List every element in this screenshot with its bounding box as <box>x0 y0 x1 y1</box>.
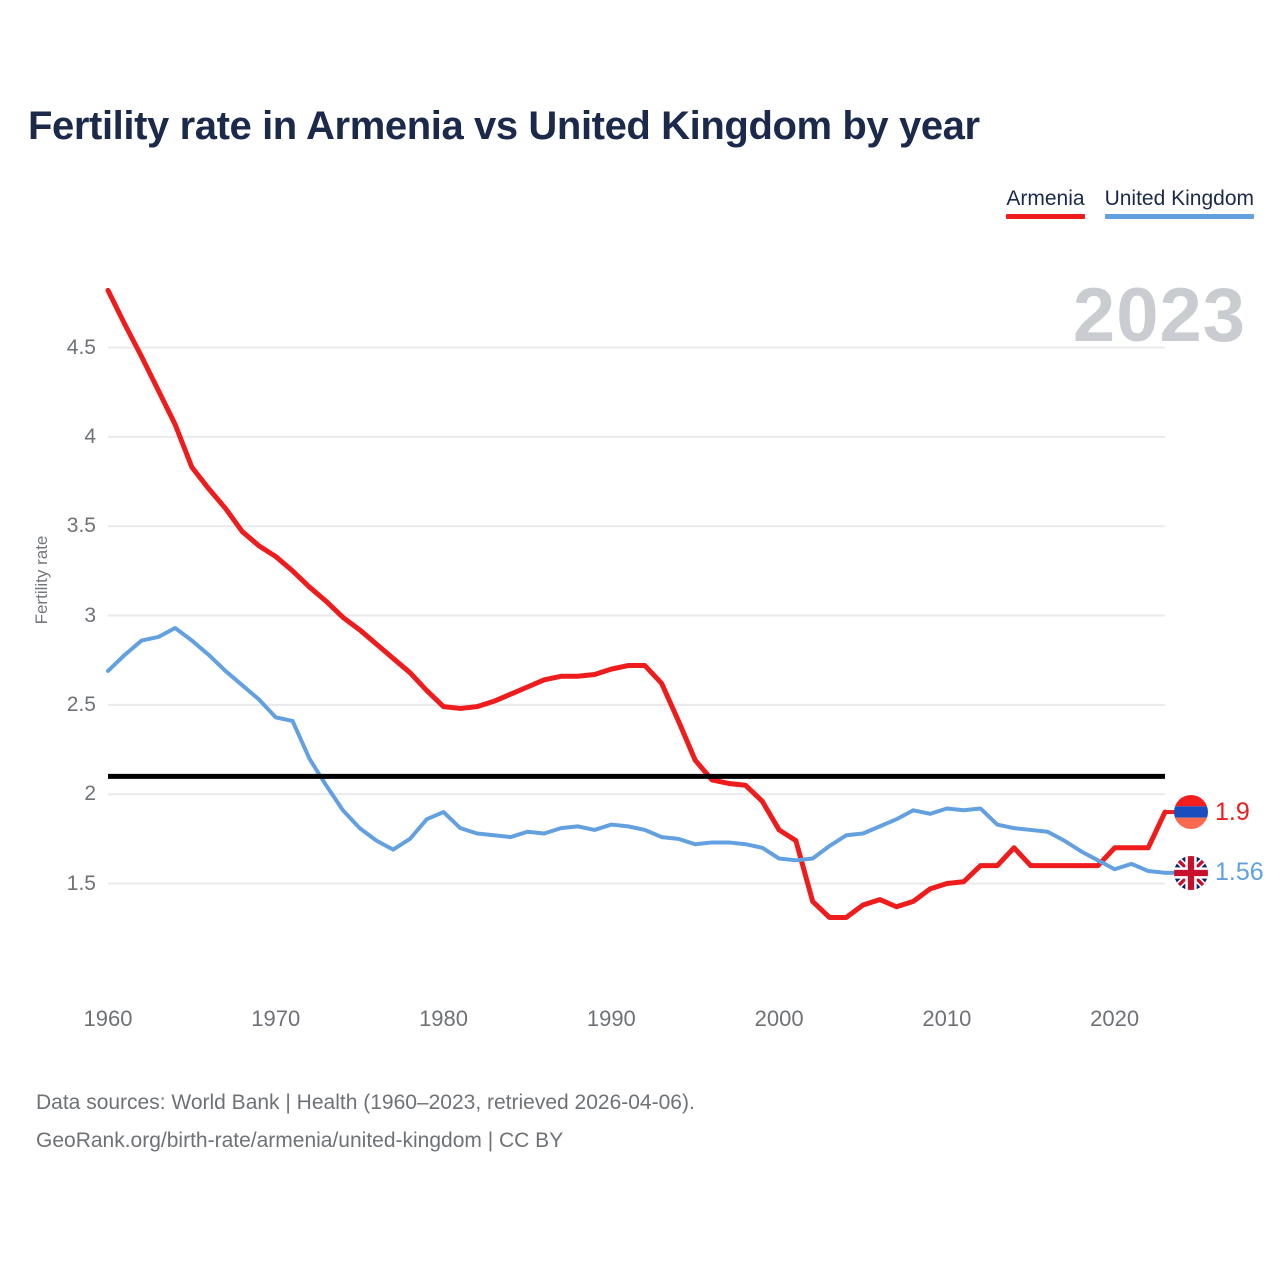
x-tick-label: 2010 <box>922 1006 972 1031</box>
legend-swatch-united-kingdom <box>1104 214 1254 219</box>
end-value-united-kingdom: 1.56 <box>1215 858 1264 887</box>
x-tick-label: 1990 <box>586 1006 636 1031</box>
end-label-united-kingdom[interactable]: 1.56 <box>1174 855 1264 890</box>
x-tick-label: 1960 <box>83 1006 133 1031</box>
y-tick-label: 4 <box>84 424 96 448</box>
end-label-armenia[interactable]: 1.9 <box>1174 795 1250 830</box>
y-tick-label: 2 <box>84 782 96 806</box>
year-watermark: 2023 <box>1072 273 1246 358</box>
x-tick-label: 1970 <box>251 1006 301 1031</box>
united-kingdom-flag-icon <box>1174 855 1208 890</box>
series-line-armenia <box>105 287 1168 920</box>
legend-label-armenia: Armenia <box>1006 187 1085 210</box>
legend-item-armenia[interactable]: Armenia <box>1006 186 1085 219</box>
x-tick-label: 2000 <box>754 1006 804 1031</box>
gridlines <box>108 346 1165 885</box>
page-title: Fertility rate in Armenia vs United King… <box>28 104 980 148</box>
x-tick-label: 1980 <box>419 1006 469 1031</box>
chart-legend: Armenia United Kingdom <box>1006 186 1254 219</box>
series-line-united-kingdom <box>106 626 1167 875</box>
footer-line-attribution: GeoRank.org/birth-rate/armenia/united-ki… <box>36 1129 564 1152</box>
end-label-connectors <box>1165 810 1175 875</box>
legend-swatch-armenia <box>1006 214 1085 219</box>
y-tick-label: 3 <box>84 603 96 627</box>
legend-label-united-kingdom: United Kingdom <box>1104 187 1254 210</box>
armenia-flag-icon <box>1174 795 1208 830</box>
x-tick-label: 2020 <box>1090 1006 1140 1031</box>
legend-item-united-kingdom[interactable]: United Kingdom <box>1104 186 1254 219</box>
end-value-armenia: 1.9 <box>1215 797 1250 826</box>
series-lines <box>105 287 1168 920</box>
footer-line-sources: Data sources: World Bank | Health (1960–… <box>36 1091 695 1114</box>
y-tick-label: 2.5 <box>66 692 96 716</box>
y-tick-label: 1.5 <box>66 871 96 895</box>
y-tick-label: 3.5 <box>66 514 96 538</box>
footer: Data sources: World Bank | Health (1960–… <box>36 1084 695 1160</box>
y-tick-label: 4.5 <box>66 335 96 359</box>
